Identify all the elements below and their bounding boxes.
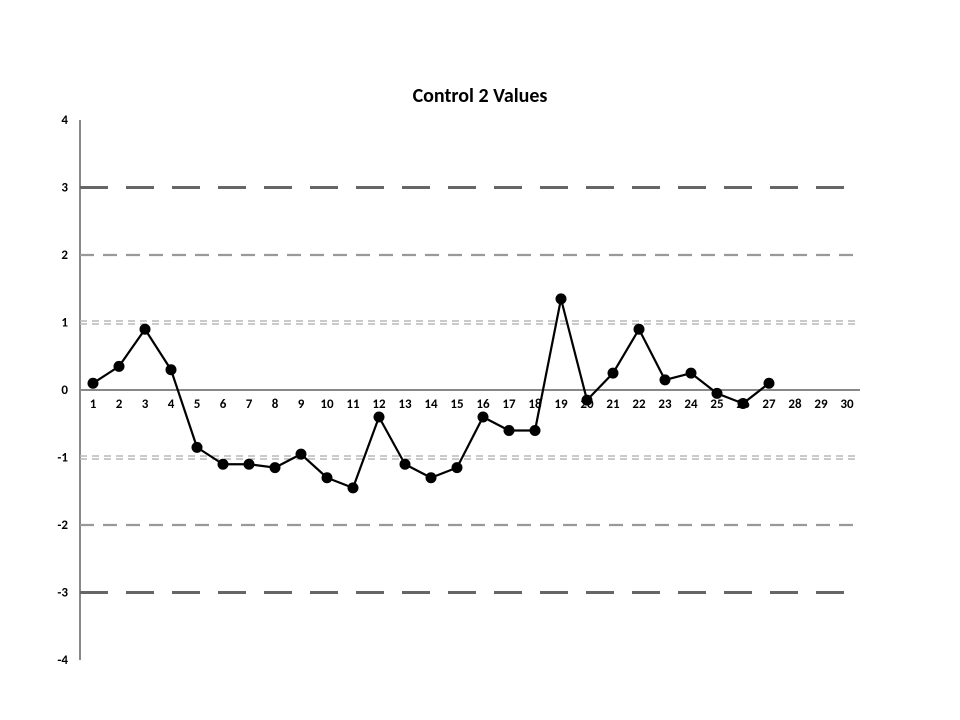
- x-tick-label: 10: [320, 397, 334, 412]
- series-marker: [608, 368, 619, 379]
- series-marker: [270, 462, 281, 473]
- series-marker: [686, 368, 697, 379]
- series-marker: [296, 449, 307, 460]
- x-tick-label: 9: [298, 397, 305, 412]
- series-marker: [348, 482, 359, 493]
- series-marker: [504, 425, 515, 436]
- x-tick-label: 6: [220, 397, 227, 412]
- x-tick-label: 27: [762, 397, 776, 412]
- series-marker: [374, 412, 385, 423]
- series-marker: [712, 388, 723, 399]
- series-marker: [244, 459, 255, 470]
- control-chart: Control 2 Values -4-3-2-1012341234567891…: [0, 0, 960, 720]
- y-tick-label: -1: [57, 451, 68, 466]
- x-tick-label: 21: [606, 397, 620, 412]
- series-marker: [764, 378, 775, 389]
- x-tick-label: 3: [142, 397, 149, 412]
- x-tick-label: 15: [450, 397, 463, 412]
- series-marker: [530, 425, 541, 436]
- series-marker: [582, 395, 593, 406]
- series-marker: [192, 442, 203, 453]
- y-tick-label: -3: [57, 586, 68, 601]
- x-tick-label: 22: [632, 397, 646, 412]
- x-tick-label: 2: [116, 397, 123, 412]
- x-tick-label: 16: [476, 397, 490, 412]
- x-tick-label: 24: [684, 397, 698, 412]
- x-tick-label: 5: [194, 397, 201, 412]
- y-tick-label: 3: [61, 181, 68, 196]
- series-marker: [660, 374, 671, 385]
- x-tick-label: 7: [246, 397, 253, 412]
- series-marker: [140, 324, 151, 335]
- x-tick-label: 8: [272, 397, 279, 412]
- x-tick-label: 29: [814, 397, 828, 412]
- x-tick-label: 17: [502, 397, 516, 412]
- x-tick-label: 23: [658, 397, 672, 412]
- series-marker: [88, 378, 99, 389]
- series-marker: [556, 293, 567, 304]
- x-tick-label: 28: [788, 397, 802, 412]
- y-tick-label: 0: [61, 383, 68, 398]
- series-marker: [400, 459, 411, 470]
- y-tick-label: -2: [57, 518, 68, 533]
- series-marker: [634, 324, 645, 335]
- series-marker: [452, 462, 463, 473]
- series-marker: [114, 361, 125, 372]
- x-tick-label: 14: [424, 397, 438, 412]
- x-tick-label: 19: [554, 397, 568, 412]
- y-tick-label: -4: [57, 653, 68, 668]
- series-marker: [738, 398, 749, 409]
- x-tick-label: 1: [90, 397, 97, 412]
- series-marker: [426, 472, 437, 483]
- x-tick-label: 25: [710, 397, 723, 412]
- series-marker: [218, 459, 229, 470]
- x-tick-label: 12: [372, 397, 386, 412]
- x-tick-label: 30: [840, 397, 854, 412]
- series-marker: [322, 472, 333, 483]
- chart-svg: -4-3-2-101234123456789101112131415161718…: [0, 0, 960, 720]
- x-tick-label: 13: [398, 397, 412, 412]
- series-marker: [166, 364, 177, 375]
- x-tick-label: 11: [346, 397, 360, 412]
- y-tick-label: 1: [61, 316, 68, 331]
- y-tick-label: 4: [61, 113, 68, 128]
- series-marker: [478, 412, 489, 423]
- x-tick-label: 4: [168, 397, 175, 412]
- y-tick-label: 2: [61, 248, 68, 263]
